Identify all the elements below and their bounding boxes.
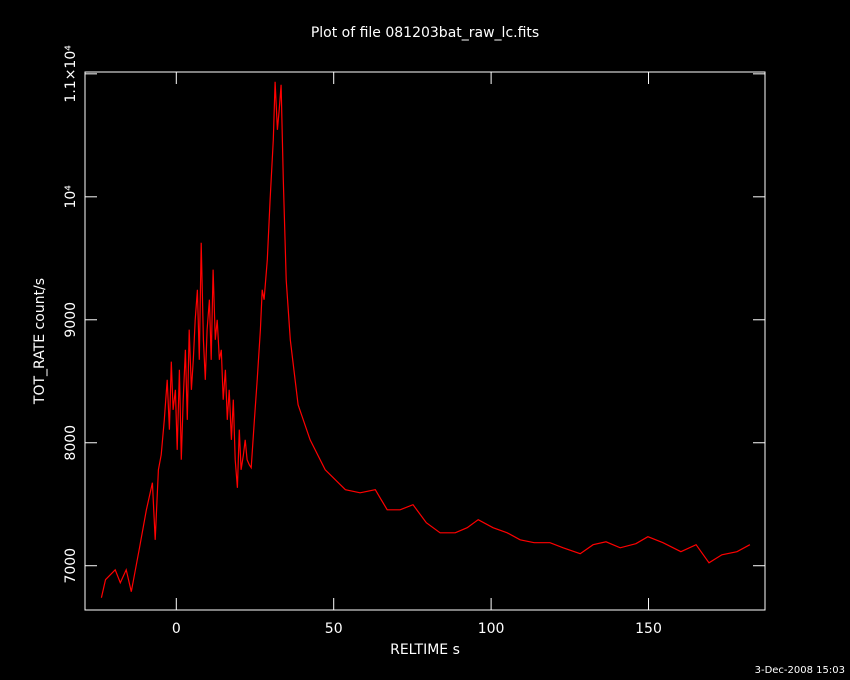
x-tick-label: 100: [478, 621, 505, 637]
y-tick-label: 7000: [63, 548, 79, 584]
y-tick-label: 1.1×10⁴: [63, 45, 79, 103]
y-tick-label: 10⁴: [63, 185, 79, 209]
y-tick-label: 9000: [63, 302, 79, 338]
plot-frame: [84, 71, 766, 611]
light-curve: [100, 81, 751, 598]
x-tick-label: 50: [325, 621, 343, 637]
x-tick-label: 0: [172, 621, 181, 637]
y-tick-label: 8000: [63, 425, 79, 461]
x-axis-label: RELTIME s: [390, 642, 460, 658]
chart-title: Plot of file 081203bat_raw_lc.fits: [311, 25, 539, 41]
y-axis-label: TOT_RATE count/s: [32, 278, 48, 405]
x-tick-label: 150: [635, 621, 662, 637]
timestamp: 3-Dec-2008 15:03: [755, 665, 845, 676]
